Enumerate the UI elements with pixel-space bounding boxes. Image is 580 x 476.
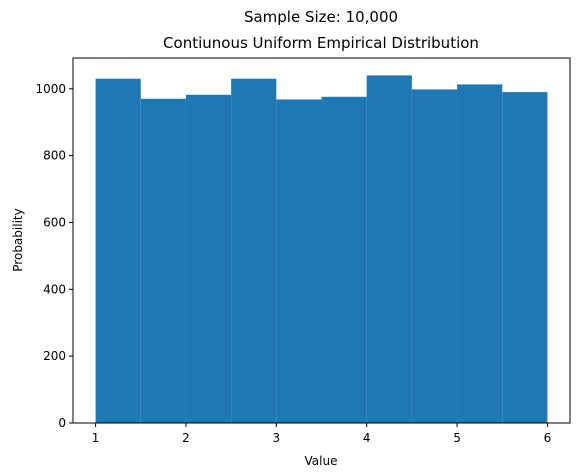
y-axis-label: Probability (11, 208, 25, 271)
histogram-bar-4 (231, 78, 277, 423)
histogram-bar-1 (95, 78, 141, 423)
y-tick-label: 0 (58, 416, 66, 430)
x-tick-label: 4 (363, 431, 371, 445)
y-tick-label: 1000 (35, 82, 66, 96)
x-tick-label: 5 (453, 431, 461, 445)
histogram-bar-6 (321, 96, 367, 424)
x-axis-ticks: 1 2 3 4 5 6 (92, 423, 551, 445)
y-tick-label: 400 (43, 282, 66, 296)
x-tick-label: 1 (92, 431, 100, 445)
x-axis-label: Value (305, 454, 338, 468)
histogram-bar-2 (140, 98, 186, 424)
histogram-bar-10 (502, 92, 548, 423)
x-tick-label: 3 (272, 431, 280, 445)
histogram-bar-9 (457, 84, 503, 424)
y-tick-label: 600 (43, 215, 66, 229)
x-tick-label: 2 (182, 431, 190, 445)
histogram-bar-5 (276, 99, 322, 423)
chart-title-line-2: Contiunous Uniform Empirical Distributio… (163, 34, 479, 52)
y-tick-label: 200 (43, 349, 66, 363)
histogram-bar-7 (366, 75, 412, 423)
histogram-bar-8 (411, 89, 458, 424)
y-axis-ticks: 0 200 400 600 800 1000 (35, 82, 73, 430)
chart-title-line-1: Sample Size: 10,000 (244, 8, 398, 26)
y-tick-label: 800 (43, 149, 66, 163)
histogram-bar-3 (185, 94, 232, 424)
bars-group (95, 75, 548, 424)
x-tick-label: 6 (544, 431, 552, 445)
plot-frame (72, 57, 571, 424)
